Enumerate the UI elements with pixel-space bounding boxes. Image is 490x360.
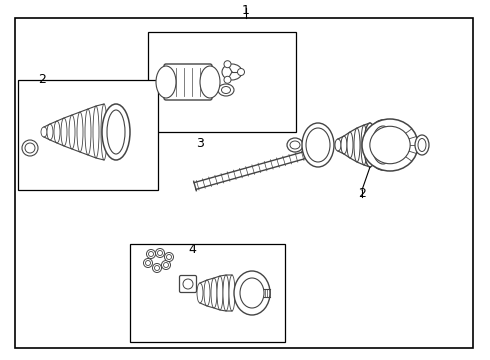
Circle shape (22, 140, 38, 156)
Ellipse shape (204, 280, 210, 306)
Ellipse shape (341, 136, 347, 154)
Circle shape (25, 143, 35, 153)
Ellipse shape (354, 128, 360, 162)
Ellipse shape (200, 66, 220, 98)
Ellipse shape (221, 86, 230, 94)
Circle shape (162, 261, 171, 270)
Ellipse shape (224, 76, 231, 83)
Ellipse shape (361, 125, 367, 165)
Ellipse shape (418, 139, 426, 152)
Ellipse shape (93, 106, 99, 158)
Bar (130, 244, 285, 342)
Ellipse shape (370, 126, 410, 164)
Ellipse shape (306, 128, 330, 162)
Circle shape (144, 258, 152, 267)
Circle shape (155, 248, 165, 257)
Ellipse shape (224, 61, 231, 68)
Circle shape (167, 255, 172, 260)
Ellipse shape (362, 119, 418, 171)
Ellipse shape (290, 141, 300, 149)
Ellipse shape (85, 109, 91, 155)
Ellipse shape (217, 276, 223, 310)
Ellipse shape (61, 118, 67, 146)
Ellipse shape (347, 132, 353, 158)
Text: 3: 3 (196, 137, 204, 150)
Circle shape (164, 262, 169, 267)
FancyBboxPatch shape (179, 275, 196, 292)
Ellipse shape (102, 104, 130, 160)
FancyBboxPatch shape (164, 64, 212, 100)
Ellipse shape (372, 126, 394, 164)
Circle shape (147, 249, 155, 258)
Ellipse shape (41, 127, 47, 137)
Ellipse shape (156, 66, 176, 98)
Ellipse shape (364, 123, 376, 167)
Ellipse shape (107, 110, 125, 154)
Ellipse shape (229, 275, 235, 311)
Circle shape (157, 251, 163, 256)
Ellipse shape (240, 278, 264, 308)
Ellipse shape (77, 112, 83, 152)
Ellipse shape (69, 115, 75, 149)
Circle shape (146, 261, 150, 266)
Ellipse shape (197, 283, 203, 303)
Text: 4: 4 (188, 243, 196, 256)
Ellipse shape (54, 121, 60, 143)
Ellipse shape (222, 64, 242, 80)
Bar (148, 32, 296, 132)
Circle shape (165, 252, 173, 261)
Circle shape (154, 266, 160, 270)
Ellipse shape (47, 124, 53, 140)
Ellipse shape (287, 138, 303, 152)
Ellipse shape (367, 120, 399, 170)
Circle shape (148, 252, 153, 256)
Bar (18, 80, 158, 190)
Circle shape (152, 264, 162, 273)
Ellipse shape (218, 84, 234, 96)
Ellipse shape (101, 104, 107, 160)
Ellipse shape (211, 278, 217, 308)
Ellipse shape (183, 279, 193, 289)
Ellipse shape (234, 271, 270, 315)
Text: 1: 1 (242, 4, 250, 17)
Ellipse shape (415, 135, 429, 155)
Ellipse shape (223, 275, 229, 311)
Ellipse shape (302, 123, 334, 167)
Ellipse shape (238, 68, 245, 76)
Text: 2: 2 (358, 186, 366, 199)
Ellipse shape (335, 139, 341, 151)
Text: 2: 2 (38, 73, 46, 86)
